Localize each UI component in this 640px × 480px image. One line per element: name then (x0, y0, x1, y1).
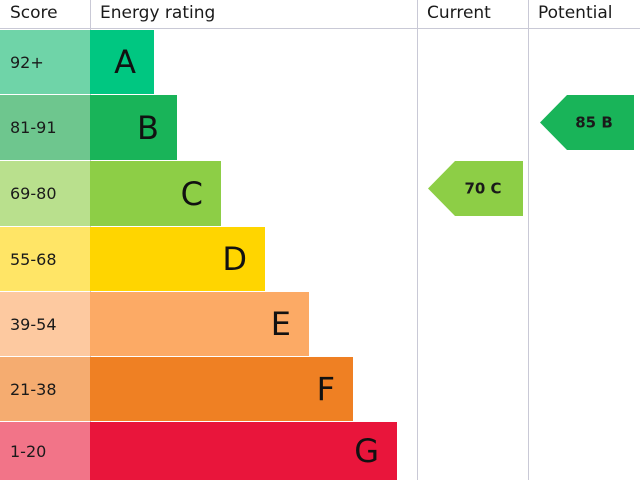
rating-bar: G (90, 422, 397, 480)
divider (417, 0, 418, 480)
divider (0, 28, 640, 29)
rating-bar: A (90, 30, 154, 94)
score-cell: 69-80 (0, 161, 90, 226)
rating-bar: C (90, 161, 221, 226)
header: Current (427, 3, 491, 23)
arrow-shape (540, 95, 634, 150)
score-cell: 81-91 (0, 95, 90, 160)
header: Score (10, 3, 58, 23)
rating-bar: B (90, 95, 177, 160)
current-label: 70 C (464, 180, 501, 198)
score-cell: 39-54 (0, 292, 90, 356)
arrow-shape (428, 161, 523, 216)
header: Potential (538, 3, 613, 23)
rating-bar: E (90, 292, 309, 356)
current-arrow: 70 C (428, 161, 523, 216)
score-cell: 55-68 (0, 227, 90, 291)
rating-bar: D (90, 227, 265, 291)
divider (528, 0, 529, 480)
score-cell: 1-20 (0, 422, 90, 480)
potential-label: 85 B (575, 114, 613, 132)
score-cell: 21-38 (0, 357, 90, 421)
potential-arrow: 85 B (540, 95, 634, 150)
score-cell: 92+ (0, 30, 90, 94)
rating-bar: F (90, 357, 353, 421)
header: Energy rating (100, 3, 216, 23)
